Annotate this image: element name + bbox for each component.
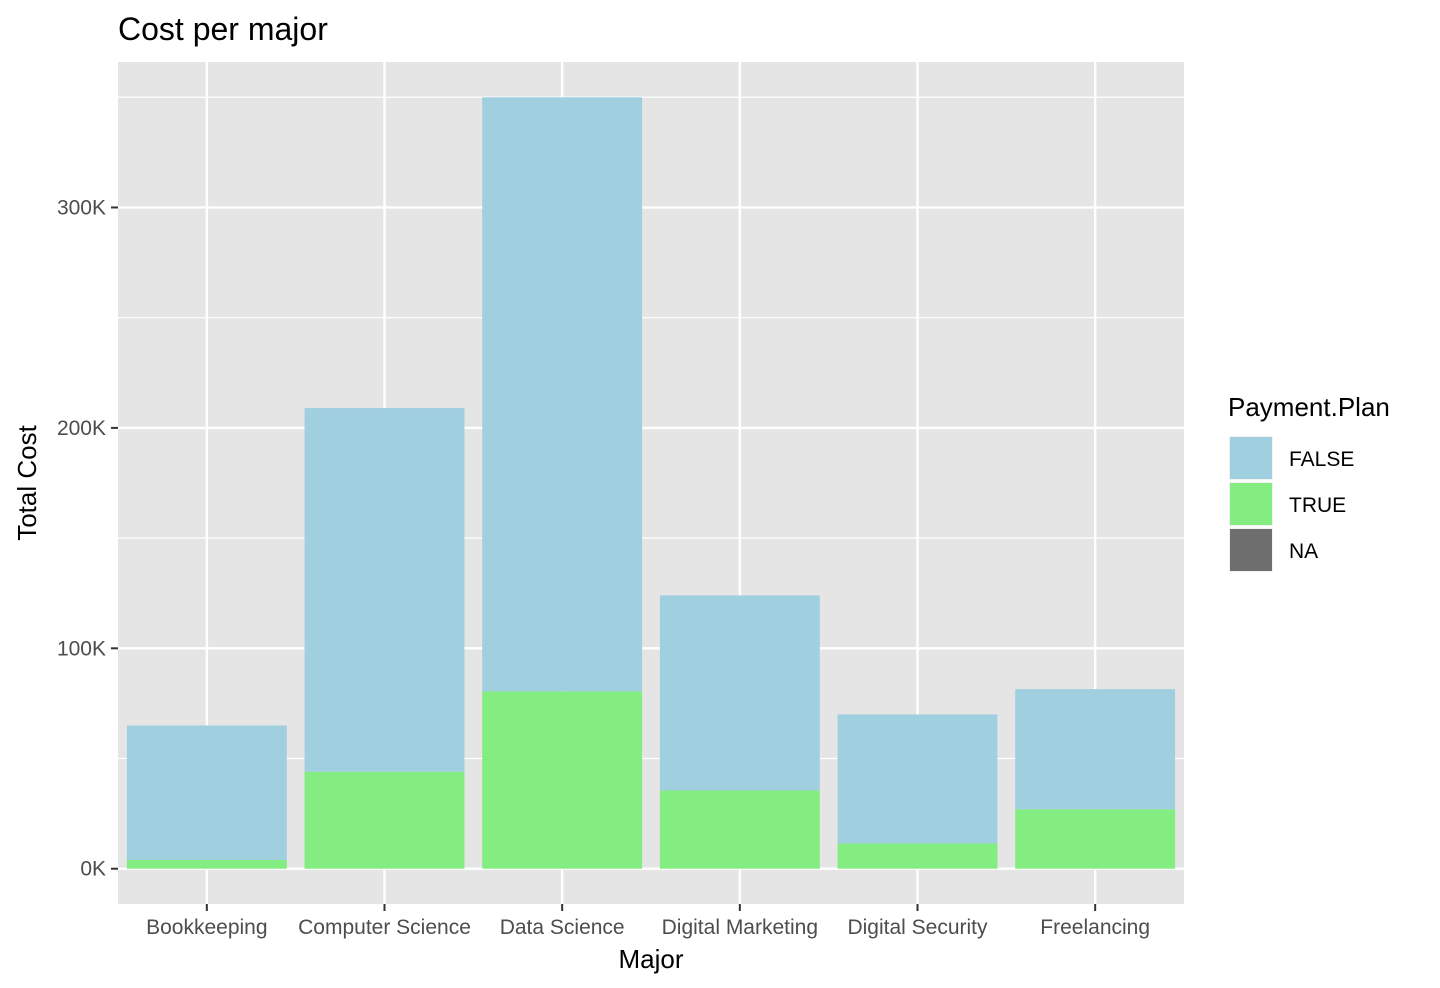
x-tick-label: Data Science <box>500 916 625 939</box>
x-axis-title: Major <box>618 944 683 974</box>
bar-false-0 <box>126 725 287 860</box>
bar-false-5 <box>1015 689 1176 810</box>
bar-true-0 <box>126 859 287 869</box>
x-axis: Bookkeeping Computer Science Data Science D… <box>146 904 1150 939</box>
x-tick-label: Computer Science <box>298 916 471 939</box>
legend: Payment.Plan FALSE TRUE NA <box>1228 392 1390 572</box>
bar-true-1 <box>304 771 465 869</box>
bar-true-3 <box>659 790 820 869</box>
plot-panel <box>118 62 1184 904</box>
legend-swatch-na <box>1230 529 1272 571</box>
y-tick-label: 200K <box>57 417 106 440</box>
bar-false-2 <box>482 97 643 692</box>
bar-false-3 <box>659 595 820 791</box>
legend-title: Payment.Plan <box>1228 392 1390 422</box>
bars <box>126 97 1176 869</box>
x-tick-label: Digital Marketing <box>662 916 818 939</box>
y-tick-label: 0K <box>80 858 106 881</box>
legend-label-na: NA <box>1289 540 1318 563</box>
x-tick-label: Freelancing <box>1040 916 1150 939</box>
bar-false-4 <box>837 714 998 844</box>
y-axis-title: Total Cost <box>12 424 42 540</box>
bar-true-2 <box>482 691 643 869</box>
y-tick-label: 300K <box>57 196 106 219</box>
x-tick-label: Bookkeeping <box>146 916 267 939</box>
y-tick-label: 100K <box>57 637 106 660</box>
bar-true-5 <box>1015 809 1176 869</box>
legend-label-false: FALSE <box>1289 448 1354 471</box>
x-tick-label: Digital Security <box>847 916 988 939</box>
legend-swatch-true <box>1230 483 1272 525</box>
bar-true-4 <box>837 843 998 869</box>
legend-swatch-false <box>1230 437 1272 479</box>
bar-false-1 <box>304 408 465 772</box>
y-axis: 0K 100K 200K 300K <box>57 196 118 881</box>
chart-title: Cost per major <box>118 11 328 47</box>
legend-label-true: TRUE <box>1289 494 1346 517</box>
